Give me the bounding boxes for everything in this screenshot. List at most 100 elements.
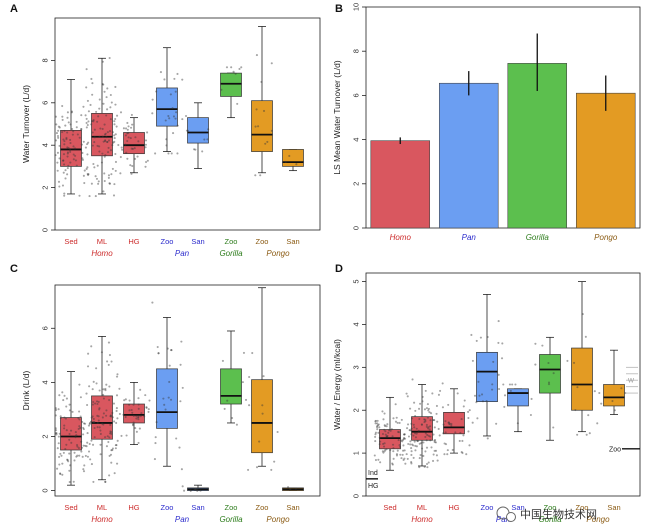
data-point xyxy=(530,397,533,400)
data-point xyxy=(88,385,91,388)
data-point xyxy=(461,452,464,455)
box-iqr xyxy=(156,87,178,127)
data-point xyxy=(503,405,506,408)
data-point xyxy=(107,440,110,444)
data-point xyxy=(410,450,413,453)
wechat-icon xyxy=(496,506,516,522)
data-point xyxy=(552,426,555,429)
data-point xyxy=(403,436,406,439)
data-point xyxy=(147,410,150,413)
data-point xyxy=(61,184,65,187)
data-point xyxy=(54,432,57,435)
data-point xyxy=(442,423,445,426)
data-point xyxy=(377,458,380,461)
box-iqr xyxy=(282,149,304,167)
data-point xyxy=(55,132,58,135)
data-point xyxy=(127,125,130,128)
box-homo-hg xyxy=(117,111,149,175)
data-point xyxy=(498,387,501,391)
data-point xyxy=(91,93,94,96)
data-point xyxy=(114,117,117,121)
x-category-label: Pongo xyxy=(594,233,618,242)
box-pan-san xyxy=(502,383,533,433)
data-point xyxy=(184,114,188,118)
data-point xyxy=(104,436,107,439)
genus-label-gorilla: Gorilla xyxy=(219,515,243,524)
data-point xyxy=(90,439,93,442)
data-point xyxy=(397,439,400,442)
data-point xyxy=(383,450,386,453)
data-point xyxy=(424,420,427,423)
y-tick-label: 4 xyxy=(352,322,361,326)
data-point xyxy=(110,432,113,435)
data-point xyxy=(148,399,151,402)
plot-frame xyxy=(54,17,321,231)
data-point xyxy=(406,423,410,426)
data-point xyxy=(135,417,138,420)
data-point xyxy=(427,434,430,437)
data-point xyxy=(82,140,85,143)
data-point xyxy=(132,424,135,427)
data-point xyxy=(102,190,105,193)
data-point xyxy=(194,488,197,491)
data-point xyxy=(402,437,405,440)
data-point xyxy=(433,439,436,442)
data-point xyxy=(98,389,101,392)
data-point xyxy=(402,458,405,461)
data-point xyxy=(401,438,405,442)
data-point xyxy=(80,143,83,146)
data-point xyxy=(54,154,57,157)
y-tick-label: 0 xyxy=(352,226,361,230)
data-point xyxy=(84,146,87,149)
data-point xyxy=(576,433,579,436)
data-point xyxy=(254,125,257,128)
data-point xyxy=(201,150,204,153)
data-point xyxy=(64,124,67,127)
data-point xyxy=(78,425,81,428)
data-point xyxy=(433,449,436,452)
data-point xyxy=(423,418,426,421)
data-point xyxy=(176,152,179,155)
data-point xyxy=(76,445,79,448)
data-point xyxy=(85,392,88,395)
data-point xyxy=(432,419,435,422)
data-point xyxy=(62,138,65,141)
data-point xyxy=(552,372,555,375)
data-point xyxy=(74,154,77,157)
data-point xyxy=(63,129,66,133)
panel-letter: A xyxy=(10,3,18,15)
data-point xyxy=(81,157,84,160)
data-point xyxy=(96,144,99,147)
data-point xyxy=(232,70,235,73)
panel-a: A 0 2 4 6 8 Water Turnover (L/d) Sed ML HG Zoo San Z… xyxy=(10,3,321,258)
data-point xyxy=(72,480,75,483)
x-category-label: Pan xyxy=(462,233,477,242)
x-category-label: Gorilla xyxy=(526,233,550,242)
box-homo-sed xyxy=(373,396,407,471)
data-point xyxy=(90,120,94,123)
data-point xyxy=(86,403,89,407)
data-point xyxy=(383,428,386,431)
data-point xyxy=(70,110,73,113)
data-point xyxy=(110,101,113,104)
data-point xyxy=(132,423,135,426)
data-point xyxy=(426,403,429,406)
data-point xyxy=(75,455,78,458)
data-point xyxy=(95,177,99,180)
data-point xyxy=(58,185,61,188)
data-point xyxy=(385,435,388,438)
data-point xyxy=(99,453,102,456)
data-point xyxy=(75,444,79,447)
data-point xyxy=(423,465,426,468)
data-point xyxy=(403,437,407,440)
data-point xyxy=(67,146,70,149)
data-point xyxy=(111,131,114,134)
data-point xyxy=(116,417,119,420)
data-point xyxy=(113,137,116,140)
data-point xyxy=(423,421,426,424)
data-point xyxy=(419,453,422,457)
data-point xyxy=(83,464,86,467)
data-point xyxy=(390,428,393,431)
data-point xyxy=(72,158,75,161)
data-point xyxy=(62,159,65,162)
